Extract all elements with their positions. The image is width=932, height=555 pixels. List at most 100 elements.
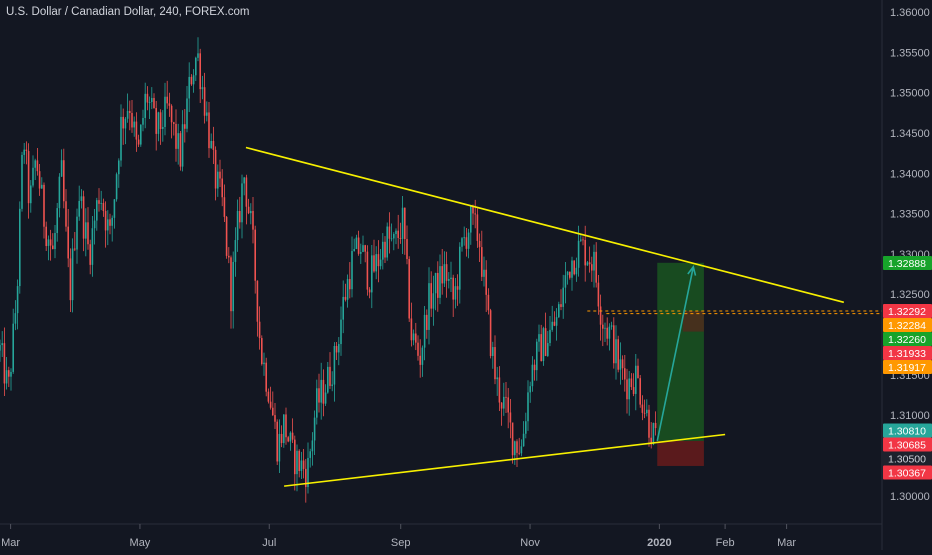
candle-body xyxy=(371,255,373,293)
candle-body xyxy=(465,237,468,249)
candle-body xyxy=(632,387,635,394)
time-tick-label: May xyxy=(130,537,151,549)
candle-body xyxy=(159,112,162,129)
candle-body xyxy=(441,266,443,284)
candle-body xyxy=(646,409,648,414)
candle-body xyxy=(80,196,83,201)
candle-body xyxy=(241,183,243,223)
candle-body xyxy=(170,105,173,123)
candle-body xyxy=(71,248,74,301)
forecast-arrow-head xyxy=(687,265,697,276)
candle-body xyxy=(239,211,241,223)
candle-body xyxy=(571,260,573,278)
candle-body xyxy=(516,441,518,453)
candle-body xyxy=(320,379,322,403)
candle-body xyxy=(357,237,360,254)
candle-body xyxy=(360,251,362,254)
candle-body xyxy=(126,110,129,119)
loss-zone xyxy=(657,440,704,466)
candle-body xyxy=(228,255,230,258)
forecast-arrow-shaft xyxy=(656,266,695,442)
candle-body xyxy=(496,377,498,380)
candle-body xyxy=(542,328,545,362)
candle-body xyxy=(555,317,558,326)
candle-body xyxy=(98,200,100,204)
time-tick-label: Feb xyxy=(716,537,735,549)
price-label-box xyxy=(883,465,932,480)
candle-body xyxy=(177,133,179,149)
candle-body xyxy=(269,401,272,408)
candles-layer xyxy=(0,37,657,503)
time-tick-label: Sep xyxy=(391,537,411,549)
candle-body xyxy=(316,388,318,418)
candle-body xyxy=(349,279,351,290)
candle-body xyxy=(47,239,50,247)
candle-body xyxy=(500,402,503,409)
price-tick-label: 1.35500 xyxy=(890,47,930,59)
candle-body xyxy=(331,384,333,386)
candle-body xyxy=(291,432,294,440)
candle-body xyxy=(190,76,193,85)
candle-body xyxy=(450,277,452,280)
candle-body xyxy=(432,293,435,309)
candle-body xyxy=(91,228,94,265)
candle-body xyxy=(43,184,45,227)
candle-body xyxy=(93,220,96,229)
candle-body xyxy=(474,213,476,215)
candle-body xyxy=(437,272,439,298)
candle-body xyxy=(346,279,349,300)
candle-body xyxy=(135,121,138,140)
time-tick-label: Jul xyxy=(262,537,276,549)
candle-body xyxy=(232,261,234,312)
candle-body xyxy=(507,397,509,413)
candle-body xyxy=(503,396,505,409)
candle-body xyxy=(58,176,61,209)
candle-body xyxy=(461,238,463,247)
candle-body xyxy=(445,264,448,281)
price-label-box xyxy=(883,423,932,438)
candle-body xyxy=(109,219,111,226)
candle-body xyxy=(285,414,287,438)
candle-body xyxy=(448,279,450,281)
price-labels: 1.32888 1.32292 1.32284 1.32260 1.31933 1.319… xyxy=(883,255,932,480)
candle-body xyxy=(430,283,432,309)
price-tick-label: 1.31000 xyxy=(890,410,930,422)
candle-body xyxy=(637,365,639,379)
candle-body xyxy=(514,441,516,456)
stop-band xyxy=(682,311,704,332)
candle-body xyxy=(300,460,303,472)
candle-body xyxy=(230,257,232,312)
candle-body xyxy=(168,103,171,106)
time-tick-label: 2020 xyxy=(647,537,671,549)
candle-body xyxy=(142,117,144,125)
candle-body xyxy=(382,241,384,260)
candle-body xyxy=(78,200,80,217)
candle-body xyxy=(74,248,76,250)
candle-body xyxy=(188,76,190,99)
candle-body xyxy=(261,338,263,365)
candle-body xyxy=(100,203,102,204)
candle-body xyxy=(410,318,413,341)
price-label-text: 1.31933 xyxy=(888,348,926,360)
price-label-text: 1.30810 xyxy=(888,425,926,437)
candle-body xyxy=(599,306,602,325)
candle-body xyxy=(195,57,197,76)
candle-body xyxy=(525,421,527,434)
candle-body xyxy=(580,239,582,241)
candle-body xyxy=(439,266,441,298)
candle-body xyxy=(591,264,593,271)
candle-body xyxy=(406,239,408,260)
candle-body xyxy=(96,200,98,221)
candle-body xyxy=(635,365,637,394)
candle-body xyxy=(470,206,472,233)
price-label-box xyxy=(883,255,932,270)
candle-body xyxy=(45,226,47,247)
candle-body xyxy=(254,229,256,281)
candle-body xyxy=(494,347,496,380)
candle-body xyxy=(533,364,536,371)
price-label-box xyxy=(883,318,932,333)
candle-body xyxy=(582,239,584,241)
candle-body xyxy=(608,326,611,339)
